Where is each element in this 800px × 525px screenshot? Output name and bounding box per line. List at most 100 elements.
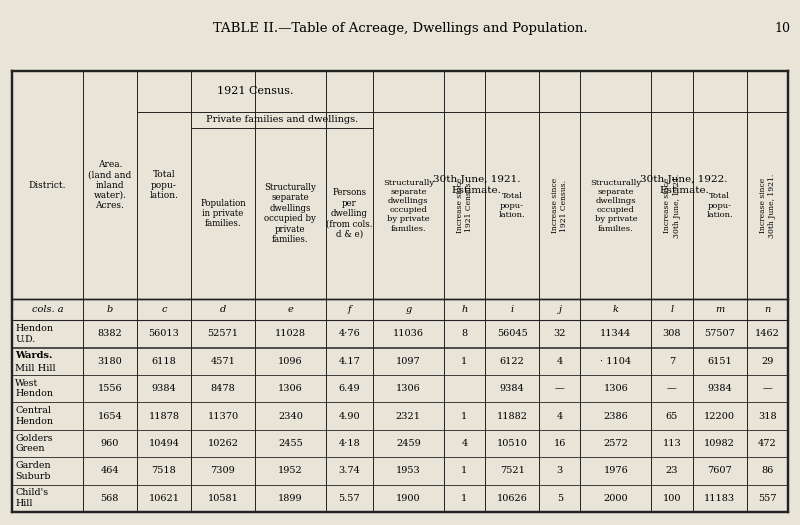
Text: 6118: 6118	[151, 357, 176, 366]
Text: 7309: 7309	[210, 466, 235, 475]
Text: 1: 1	[462, 494, 467, 503]
Text: 6151: 6151	[707, 357, 732, 366]
Text: 4: 4	[557, 357, 563, 366]
Text: 30th June, 1921.
Estimate.: 30th June, 1921. Estimate.	[433, 175, 521, 195]
Text: Total
popu-
lation.: Total popu- lation.	[150, 170, 178, 200]
Text: 4·18: 4·18	[338, 439, 360, 448]
Text: Private families and dwellings.: Private families and dwellings.	[206, 115, 358, 124]
Text: 2000: 2000	[603, 494, 628, 503]
Text: Garden
Suburb: Garden Suburb	[15, 461, 51, 480]
Text: 557: 557	[758, 494, 777, 503]
Text: Increase since
30th June, 1921.: Increase since 30th June, 1921.	[758, 173, 776, 238]
Text: 4: 4	[462, 439, 467, 448]
Text: 568: 568	[101, 494, 119, 503]
Text: Wards.: Wards.	[15, 351, 53, 360]
Text: 10621: 10621	[149, 494, 179, 503]
Text: Increase since
30th June, 1921.: Increase since 30th June, 1921.	[663, 173, 681, 238]
Text: Structurally
separate
dwellings
occupied
by private
families.: Structurally separate dwellings occupied…	[382, 178, 434, 233]
Text: 5: 5	[557, 494, 563, 503]
Text: 3.74: 3.74	[338, 466, 360, 475]
Text: 5.57: 5.57	[338, 494, 360, 503]
Text: —: —	[555, 384, 565, 393]
Text: f: f	[347, 305, 351, 314]
Text: 1899: 1899	[278, 494, 302, 503]
Text: 4.90: 4.90	[338, 412, 360, 421]
Text: 1: 1	[462, 466, 467, 475]
Text: 1306: 1306	[603, 384, 628, 393]
Text: 1462: 1462	[755, 330, 780, 339]
Text: 56045: 56045	[497, 330, 527, 339]
Text: 2455: 2455	[278, 439, 302, 448]
Text: 11344: 11344	[600, 330, 631, 339]
Text: 4.17: 4.17	[338, 357, 360, 366]
Text: 1921 Census.: 1921 Census.	[217, 86, 293, 97]
Text: 7521: 7521	[500, 466, 525, 475]
Text: 4: 4	[557, 412, 563, 421]
Text: 23: 23	[666, 466, 678, 475]
Text: 32: 32	[554, 330, 566, 339]
Text: h: h	[462, 305, 467, 314]
Text: 7: 7	[669, 357, 675, 366]
Text: c: c	[162, 305, 166, 314]
Text: West
Hendon: West Hendon	[15, 379, 53, 398]
Text: j: j	[558, 305, 562, 314]
Text: 1: 1	[462, 412, 467, 421]
Text: 9384: 9384	[151, 384, 176, 393]
Text: 11183: 11183	[704, 494, 735, 503]
Text: 2459: 2459	[396, 439, 421, 448]
Text: 1900: 1900	[396, 494, 421, 503]
Text: 56013: 56013	[149, 330, 179, 339]
Text: 7518: 7518	[151, 466, 176, 475]
Text: 1306: 1306	[396, 384, 421, 393]
Text: District.: District.	[29, 181, 66, 190]
Text: 10626: 10626	[497, 494, 527, 503]
Text: 4·76: 4·76	[338, 330, 360, 339]
Text: 8478: 8478	[210, 384, 235, 393]
Text: Golders
Green: Golders Green	[15, 434, 53, 453]
Text: 3180: 3180	[98, 357, 122, 366]
Text: 2321: 2321	[396, 412, 421, 421]
Text: 2572: 2572	[603, 439, 628, 448]
Text: · 1104: · 1104	[600, 357, 631, 366]
Text: TABLE II.—Table of Acreage, Dwellings and Population.: TABLE II.—Table of Acreage, Dwellings an…	[213, 23, 587, 35]
Text: 1953: 1953	[396, 466, 421, 475]
Text: 86: 86	[762, 466, 774, 475]
Text: 12200: 12200	[704, 412, 735, 421]
Text: 1306: 1306	[278, 384, 302, 393]
Text: 10262: 10262	[207, 439, 238, 448]
Text: 1096: 1096	[278, 357, 302, 366]
Text: Hendon
U.D.: Hendon U.D.	[15, 324, 53, 344]
Text: 52571: 52571	[207, 330, 238, 339]
Text: 4571: 4571	[210, 357, 235, 366]
Text: 1097: 1097	[396, 357, 421, 366]
Text: d: d	[220, 305, 226, 314]
Text: Structurally
separate
dwellings
occupied
by private
families.: Structurally separate dwellings occupied…	[590, 178, 642, 233]
Text: 2386: 2386	[603, 412, 628, 421]
Text: 16: 16	[554, 439, 566, 448]
Text: Area.
(land and
inland
water).
Acres.: Area. (land and inland water). Acres.	[88, 160, 131, 211]
Text: 10510: 10510	[497, 439, 527, 448]
Text: Central
Hendon: Central Hendon	[15, 406, 53, 426]
Text: 100: 100	[662, 494, 681, 503]
Text: 9384: 9384	[500, 384, 525, 393]
Text: Increase since
1921 Census.: Increase since 1921 Census.	[551, 178, 569, 233]
Text: 464: 464	[101, 466, 119, 475]
Text: Population
in private
families.: Population in private families.	[200, 198, 246, 228]
Text: 65: 65	[666, 412, 678, 421]
Text: 1654: 1654	[98, 412, 122, 421]
Text: Structurally
separate
dwellings
occupied by
private
families.: Structurally separate dwellings occupied…	[264, 183, 316, 244]
Text: n: n	[764, 305, 770, 314]
Text: 11370: 11370	[207, 412, 238, 421]
Text: 6.49: 6.49	[338, 384, 360, 393]
Text: b: b	[106, 305, 113, 314]
Text: Persons
per
dwelling
(from cols.
d & e): Persons per dwelling (from cols. d & e)	[326, 188, 373, 239]
Text: 1976: 1976	[603, 466, 628, 475]
Text: 7607: 7607	[707, 466, 732, 475]
Text: 6122: 6122	[500, 357, 525, 366]
Text: 960: 960	[101, 439, 119, 448]
Text: 308: 308	[662, 330, 681, 339]
Text: 1: 1	[462, 357, 467, 366]
Text: m: m	[715, 305, 724, 314]
Text: 9384: 9384	[707, 384, 732, 393]
Text: Increase since
1921 Census.: Increase since 1921 Census.	[456, 178, 473, 233]
